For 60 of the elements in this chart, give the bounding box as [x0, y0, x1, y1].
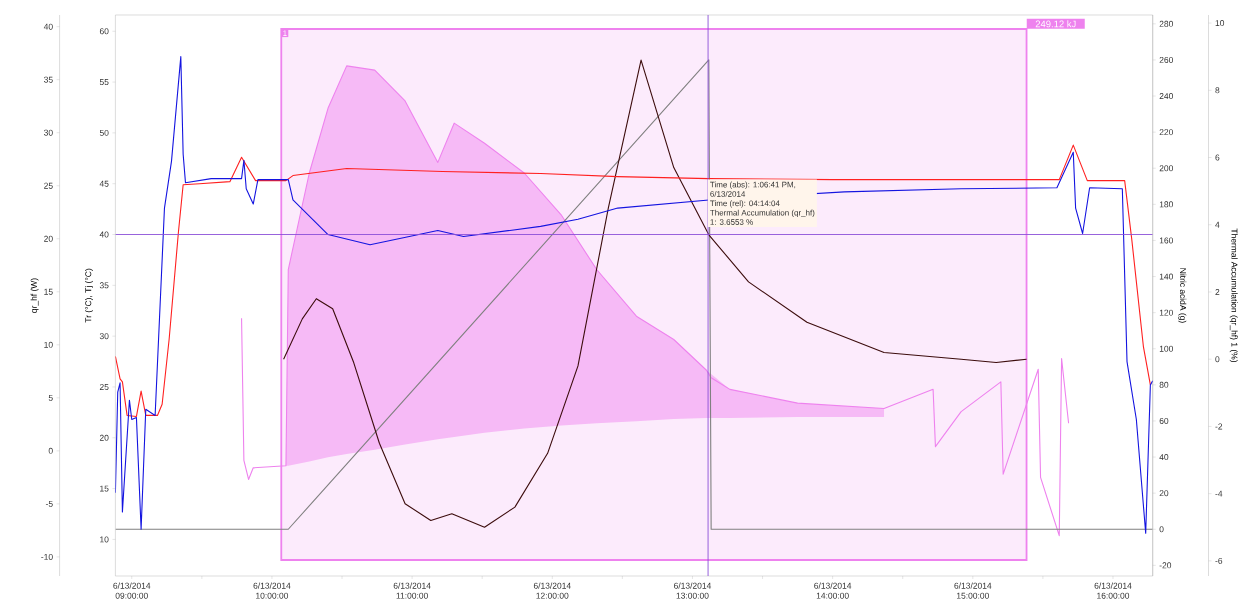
y-tick-label: 60 — [99, 28, 109, 35]
y-tick-label: 55 — [99, 79, 109, 86]
y-tick-label: 35 — [99, 282, 109, 289]
y2-tick-label: 0 — [1159, 526, 1164, 533]
x-tick-label: 6/13/2014 12:00:00 — [533, 582, 571, 599]
x-tick-label: 6/13/2014 14:00:00 — [814, 582, 852, 599]
x-tick-label: 6/13/2014 10:00:00 — [253, 582, 291, 599]
y-tick-label: 5 — [48, 394, 53, 401]
y2-tick-label: 260 — [1159, 56, 1174, 63]
x-tick-label: 6/13/2014 11:00:00 — [393, 582, 431, 599]
y3-tick-label: -4 — [1215, 490, 1223, 497]
y3-axis-title: Thermal Accumulation (qr_hf) 1 (%) — [1229, 228, 1238, 363]
y3-tick-label: 4 — [1215, 221, 1220, 228]
y-tick-label: 10 — [44, 341, 53, 348]
y3-tick-label: 6 — [1215, 154, 1220, 161]
y-axis-title: Tr (°C), Tj (°C) — [85, 268, 93, 323]
y-tick-label: 35 — [43, 76, 53, 83]
y2-axis-title: Nitric acidA (g) — [1178, 268, 1187, 323]
y-tick-label: 40 — [43, 23, 53, 30]
y2-tick-label: 80 — [1159, 381, 1169, 388]
y-tick-label: 30 — [99, 333, 109, 340]
y2-tick-label: 200 — [1159, 165, 1174, 172]
y3-tick-label: 0 — [1215, 356, 1220, 363]
y-tick-label: 50 — [99, 129, 109, 136]
y-tick-label: 0 — [48, 447, 53, 454]
y-tick-label: 20 — [44, 235, 53, 242]
y2-tick-label: 60 — [1159, 417, 1169, 424]
band-label: 249.12 kJ — [1035, 20, 1076, 28]
y3-tick-label: -6 — [1215, 557, 1223, 564]
y3-tick-label: 10 — [1215, 20, 1225, 27]
y3-tick-label: 2 — [1215, 289, 1220, 295]
y-tick-label: 45 — [99, 180, 109, 187]
y2-tick-label: 160 — [1159, 237, 1174, 244]
y2-tick-label: 20 — [1159, 490, 1169, 497]
y3-tick-label: 8 — [1215, 87, 1220, 94]
y-tick-label: 25 — [99, 383, 109, 390]
x-tick-label: 6/13/2014 09:00:00 — [113, 582, 151, 599]
y-tick-label: 30 — [43, 129, 53, 136]
y-axis-title: qr_hf (W) — [30, 278, 39, 313]
y-tick-label: -5 — [45, 500, 53, 507]
y2-tick-label: 140 — [1159, 273, 1174, 280]
y-tick-label: 15 — [100, 485, 109, 492]
y3-tick-label: -2 — [1215, 423, 1223, 430]
y2-tick-label: -20 — [1159, 562, 1172, 569]
y2-tick-label: 120 — [1159, 309, 1174, 316]
y-tick-label: 40 — [99, 231, 109, 238]
y-tick-label: 10 — [100, 536, 109, 543]
y2-tick-label: 240 — [1159, 93, 1174, 100]
y2-tick-label: 180 — [1159, 201, 1174, 208]
y-tick-label: 15 — [44, 288, 53, 295]
x-tick-label: 6/13/2014 13:00:00 — [674, 582, 712, 599]
y2-tick-label: 220 — [1159, 129, 1174, 136]
y-tick-label: 20 — [99, 434, 109, 441]
y2-tick-label: 280 — [1159, 20, 1174, 27]
y-tick-label: 25 — [44, 182, 53, 189]
y2-tick-label: 100 — [1159, 345, 1174, 352]
y2-tick-label: 40 — [1159, 454, 1169, 461]
x-tick-label: 6/13/2014 15:00:00 — [954, 582, 992, 599]
y-tick-label: -10 — [41, 553, 53, 560]
x-tick-label: 6/13/2014 16:00:00 — [1094, 582, 1132, 599]
